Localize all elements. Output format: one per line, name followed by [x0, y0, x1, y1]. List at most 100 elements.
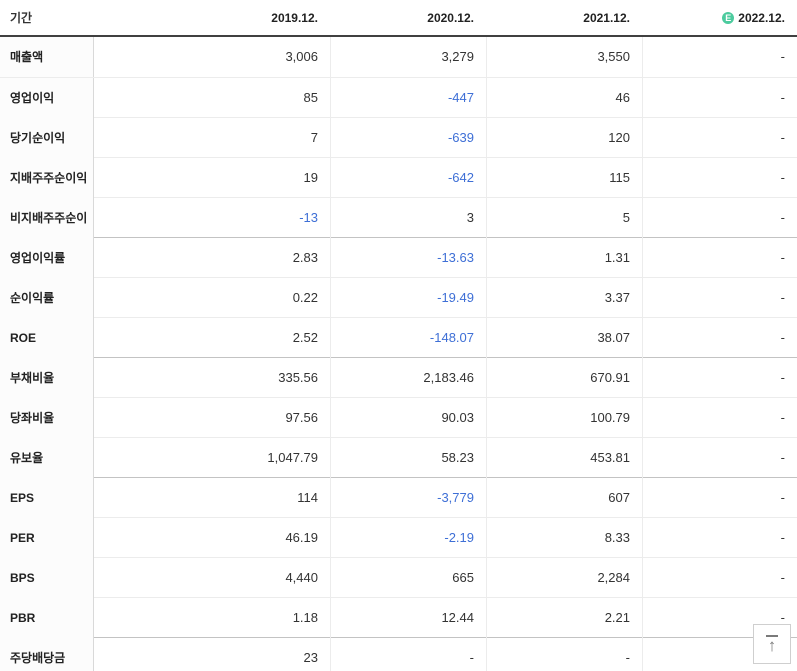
- cell-value: -: [642, 358, 797, 398]
- cell-value: 2,183.46: [330, 358, 486, 398]
- table-row: 순이익률 0.22 -19.49 3.37-: [0, 277, 797, 318]
- cell-value: 46.19: [285, 530, 318, 545]
- cell-value: 90.03: [330, 398, 486, 438]
- cell-value: 1.31: [486, 238, 642, 278]
- row-label: 유보율: [0, 438, 94, 478]
- cell-value: 114: [297, 490, 318, 505]
- cell-value: 2,284: [486, 558, 642, 598]
- cell-value: 46: [486, 78, 642, 118]
- cell-value: -642: [330, 158, 486, 198]
- row-label: 지배주주순이익: [0, 158, 94, 198]
- column-header-2021: 2021.12.: [583, 10, 630, 25]
- cell-value: -: [642, 598, 797, 638]
- cell-value: -: [330, 638, 486, 671]
- cell-value: -13: [299, 210, 318, 225]
- cell-value: -: [642, 438, 797, 478]
- row-label: BPS: [0, 558, 94, 598]
- cell-value: 3,550: [486, 37, 642, 77]
- cell-value: 5: [486, 198, 642, 238]
- table-row: 부채비율 335.56 2,183.46 670.91-: [0, 357, 797, 398]
- cell-value: 7: [310, 130, 318, 145]
- cell-value: 19: [303, 170, 318, 185]
- cell-value: 100.79: [486, 398, 642, 438]
- table-row: PBR 1.18 12.44 2.21-: [0, 597, 797, 638]
- table-header-row: 기간 2019.12. 2020.12. 2021.12. E 2022.12.: [0, 0, 797, 37]
- cell-value: 3,279: [330, 37, 486, 77]
- cell-value: 4,440: [285, 570, 318, 585]
- row-label: 비지배주주순이익: [0, 198, 94, 265]
- up-arrow-icon: ↑: [767, 635, 777, 655]
- row-label: EPS: [0, 478, 94, 518]
- column-header-2019: 2019.12.: [271, 10, 318, 25]
- cell-value: -: [642, 198, 797, 238]
- cell-value: 120: [486, 118, 642, 158]
- cell-value: 3.37: [486, 278, 642, 318]
- cell-value: 453.81: [486, 438, 642, 478]
- row-label: PER: [0, 518, 94, 558]
- row-label: PBR: [0, 598, 94, 638]
- table-row: 영업이익 85 -447 46-: [0, 77, 797, 118]
- cell-value: -: [642, 118, 797, 158]
- table-row: BPS 4,440 665 2,284-: [0, 557, 797, 598]
- table-row: 비지배주주순이익 -13 35-: [0, 197, 797, 265]
- cell-value: 85: [303, 90, 318, 105]
- column-header-2022-estimate: E 2022.12.: [642, 11, 797, 25]
- table-row: 지배주주순이익 19 -642 115-: [0, 157, 797, 198]
- cell-value: 58.23: [330, 438, 486, 478]
- row-label: 당좌비율: [0, 398, 94, 438]
- period-header: 기간: [10, 11, 33, 25]
- estimate-icon: E: [722, 11, 735, 24]
- cell-value: -639: [330, 118, 486, 158]
- cell-value: -: [642, 558, 797, 598]
- cell-value: -2.19: [330, 518, 486, 558]
- cell-value: -: [642, 478, 797, 518]
- row-label: 부채비율: [0, 358, 94, 398]
- cell-value: -3,779: [330, 478, 486, 518]
- cell-value: -: [642, 37, 797, 77]
- cell-value: 2.83: [292, 250, 318, 265]
- column-header-2022-label: 2022.12.: [738, 10, 785, 25]
- cell-value: 97.56: [285, 410, 318, 425]
- cell-value: -: [642, 158, 797, 198]
- row-label: ROE: [0, 318, 94, 358]
- cell-value: -: [642, 518, 797, 558]
- table-row: PER 46.19 -2.19 8.33-: [0, 517, 797, 558]
- cell-value: 12.44: [330, 598, 486, 638]
- table-body: 매출액 3,006 3,279 3,550- 영업이익 85 -447 46- 당기순이익 7 -6…: [0, 37, 797, 671]
- cell-value: 2.21: [486, 598, 642, 638]
- scroll-to-top-button[interactable]: ↑: [753, 624, 791, 664]
- cell-value: -: [642, 78, 797, 118]
- column-header-2020: 2020.12.: [427, 10, 474, 25]
- row-label: 매출액: [0, 37, 94, 77]
- cell-value: 0.22: [292, 290, 318, 305]
- cell-value: -: [486, 638, 642, 671]
- cell-value: 38.07: [486, 318, 642, 358]
- row-label: 주당배당금: [0, 638, 94, 671]
- cell-value: -: [642, 318, 797, 358]
- row-label: 영업이익: [0, 78, 94, 118]
- table-row: 매출액 3,006 3,279 3,550-: [0, 37, 797, 77]
- cell-value: 115: [486, 158, 642, 198]
- cell-value: 8.33: [486, 518, 642, 558]
- table-row: 당좌비율 97.56 90.03 100.79-: [0, 397, 797, 438]
- table-row: 유보율 1,047.79 58.23 453.81-: [0, 437, 797, 478]
- cell-value: 670.91: [486, 358, 642, 398]
- cell-value: -447: [330, 78, 486, 118]
- cell-value: 335.56: [278, 370, 318, 385]
- cell-value: 3: [330, 198, 486, 238]
- cell-value: -13.63: [330, 238, 486, 278]
- scroll-top-bar: [766, 634, 778, 637]
- cell-value: -: [642, 398, 797, 438]
- cell-value: -: [642, 278, 797, 318]
- table-row: 영업이익률 2.83 -13.63 1.31-: [0, 237, 797, 278]
- cell-value: 3,006: [285, 49, 318, 64]
- row-label: 순이익률: [0, 278, 94, 318]
- cell-value: 2.52: [292, 330, 318, 345]
- cell-value: 23: [303, 650, 318, 665]
- cell-value: 1,047.79: [267, 450, 318, 465]
- cell-value: -148.07: [330, 318, 486, 358]
- cell-value: 665: [330, 558, 486, 598]
- cell-value: 1.18: [292, 610, 318, 625]
